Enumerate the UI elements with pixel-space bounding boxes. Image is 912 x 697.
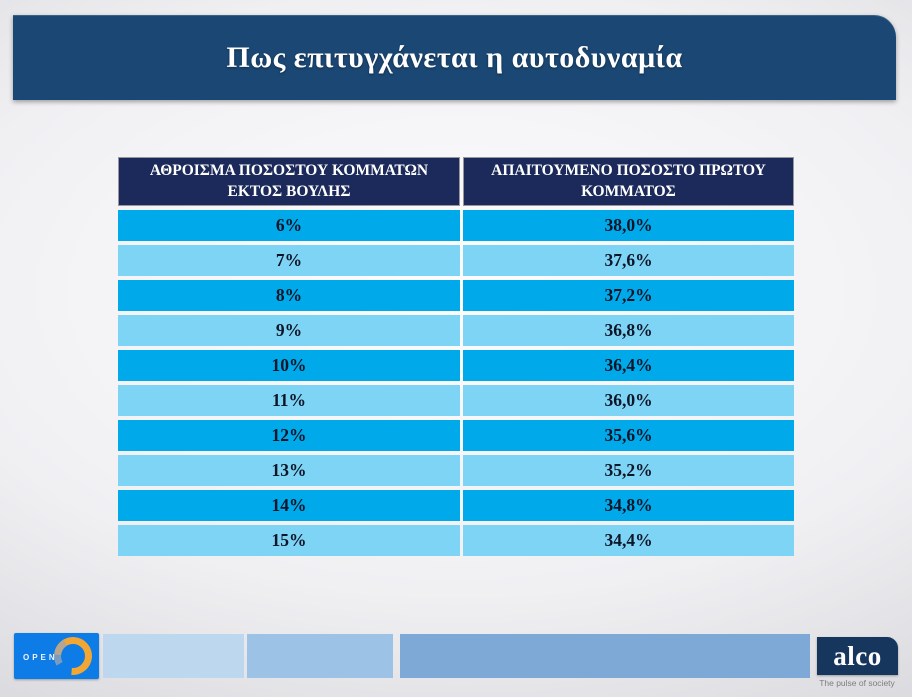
cell-required: 37,2%: [463, 280, 794, 311]
cell-required: 36,4%: [463, 350, 794, 381]
table-row: 10% 36,4%: [118, 350, 794, 381]
cell-required: 34,8%: [463, 490, 794, 521]
table-row: 6% 38,0%: [118, 210, 794, 241]
table-row: 15% 34,4%: [118, 525, 794, 556]
table-row: 9% 36,8%: [118, 315, 794, 346]
footer-bar-light: [103, 634, 244, 678]
cell-required: 35,2%: [463, 455, 794, 486]
cell-sum: 7%: [118, 245, 460, 276]
table-row: 7% 37,6%: [118, 245, 794, 276]
open-logo-label: OPEN: [23, 653, 58, 662]
table-row: 14% 34,8%: [118, 490, 794, 521]
cell-sum: 13%: [118, 455, 460, 486]
page-title: Πως επιτυγχάνεται η αυτοδυναμία: [226, 40, 683, 74]
cell-required: 38,0%: [463, 210, 794, 241]
cell-required: 36,0%: [463, 385, 794, 416]
cell-sum: 11%: [118, 385, 460, 416]
slide-title-bar: Πως επιτυγχάνεται η αυτοδυναμία: [13, 15, 896, 100]
table-row: 13% 35,2%: [118, 455, 794, 486]
cell-sum: 10%: [118, 350, 460, 381]
table-row: 11% 36,0%: [118, 385, 794, 416]
alco-logo-label: alco: [833, 640, 882, 671]
cell-sum: 12%: [118, 420, 460, 451]
open-tv-logo: OPEN: [14, 629, 100, 683]
header-sum-outside-parliament: ΑΘΡΟΙΣΜΑ ΠΟΣΟΣΤΟΥ ΚΟΜΜΑΤΩΝ ΕΚΤΟΣ ΒΟΥΛΗΣ: [118, 157, 460, 206]
cell-sum: 6%: [118, 210, 460, 241]
cell-required: 35,6%: [463, 420, 794, 451]
footer-bar-long: [400, 634, 810, 678]
cell-sum: 9%: [118, 315, 460, 346]
cell-sum: 14%: [118, 490, 460, 521]
majority-requirements-table: ΑΘΡΟΙΣΜΑ ΠΟΣΟΣΤΟΥ ΚΟΜΜΑΤΩΝ ΕΚΤΟΣ ΒΟΥΛΗΣ …: [118, 157, 794, 556]
cell-sum: 8%: [118, 280, 460, 311]
cell-required: 34,4%: [463, 525, 794, 556]
cell-required: 36,8%: [463, 315, 794, 346]
header-required-first-party: ΑΠΑΙΤΟΥΜΕΝΟ ΠΟΣΟΣΤΟ ΠΡΩΤΟΥ ΚΟΜΜΑΤΟΣ: [463, 157, 794, 206]
alco-tagline: The pulse of society: [819, 678, 895, 688]
table-row: 8% 37,2%: [118, 280, 794, 311]
cell-required: 37,6%: [463, 245, 794, 276]
table-header-row: ΑΘΡΟΙΣΜΑ ΠΟΣΟΣΤΟΥ ΚΟΜΜΑΤΩΝ ΕΚΤΟΣ ΒΟΥΛΗΣ …: [118, 157, 794, 206]
cell-sum: 15%: [118, 525, 460, 556]
footer-bar-medium: [247, 634, 393, 678]
table-row: 12% 35,6%: [118, 420, 794, 451]
alco-logo: alco: [817, 637, 898, 675]
